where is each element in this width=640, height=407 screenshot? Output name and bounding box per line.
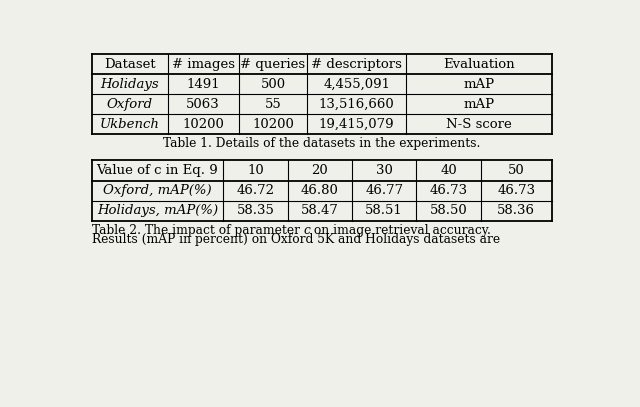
Text: 58.50: 58.50 [429, 204, 467, 217]
Text: mAP: mAP [463, 78, 495, 91]
Text: Holidays: Holidays [100, 78, 159, 91]
Text: 19,415,079: 19,415,079 [319, 118, 394, 131]
Text: Dataset: Dataset [104, 58, 156, 71]
Text: Table 1. Details of the datasets in the experiments.: Table 1. Details of the datasets in the … [163, 138, 481, 151]
Text: 10200: 10200 [252, 118, 294, 131]
Text: Oxford, mAP(%): Oxford, mAP(%) [103, 184, 212, 197]
Text: 46.80: 46.80 [301, 184, 339, 197]
Text: # images: # images [172, 58, 235, 71]
Text: # descriptors: # descriptors [311, 58, 402, 71]
Text: on image retrieval accuracy.: on image retrieval accuracy. [310, 223, 492, 236]
Text: mAP: mAP [463, 98, 495, 111]
Text: 40: 40 [440, 164, 457, 177]
Text: 10200: 10200 [182, 118, 224, 131]
Text: 30: 30 [376, 164, 392, 177]
Text: Evaluation: Evaluation [444, 58, 515, 71]
Text: N-S score: N-S score [446, 118, 512, 131]
Text: Oxford: Oxford [106, 98, 153, 111]
Text: 10: 10 [247, 164, 264, 177]
Text: 500: 500 [260, 78, 285, 91]
Text: 46.72: 46.72 [237, 184, 275, 197]
Text: 5063: 5063 [186, 98, 220, 111]
Text: 46.73: 46.73 [497, 184, 536, 197]
Text: 46.73: 46.73 [429, 184, 468, 197]
Text: Results (mAP in percent) on Oxford 5K and Holidays datasets are: Results (mAP in percent) on Oxford 5K an… [92, 233, 500, 246]
Text: Table 2. The impact of parameter: Table 2. The impact of parameter [92, 223, 303, 236]
Text: 55: 55 [264, 98, 282, 111]
Text: c: c [303, 223, 310, 236]
Text: 58.36: 58.36 [497, 204, 535, 217]
Text: 58.51: 58.51 [365, 204, 403, 217]
Text: 46.77: 46.77 [365, 184, 403, 197]
Text: 50: 50 [508, 164, 525, 177]
Text: 13,516,660: 13,516,660 [319, 98, 394, 111]
Text: Value of c in Eq. 9: Value of c in Eq. 9 [97, 164, 218, 177]
Text: 20: 20 [312, 164, 328, 177]
Text: Holidays, mAP(%): Holidays, mAP(%) [97, 204, 218, 217]
Text: 4,455,091: 4,455,091 [323, 78, 390, 91]
Text: Ukbench: Ukbench [100, 118, 159, 131]
Text: 58.35: 58.35 [237, 204, 275, 217]
Text: # queries: # queries [241, 58, 305, 71]
Text: 58.47: 58.47 [301, 204, 339, 217]
Text: 1491: 1491 [186, 78, 220, 91]
